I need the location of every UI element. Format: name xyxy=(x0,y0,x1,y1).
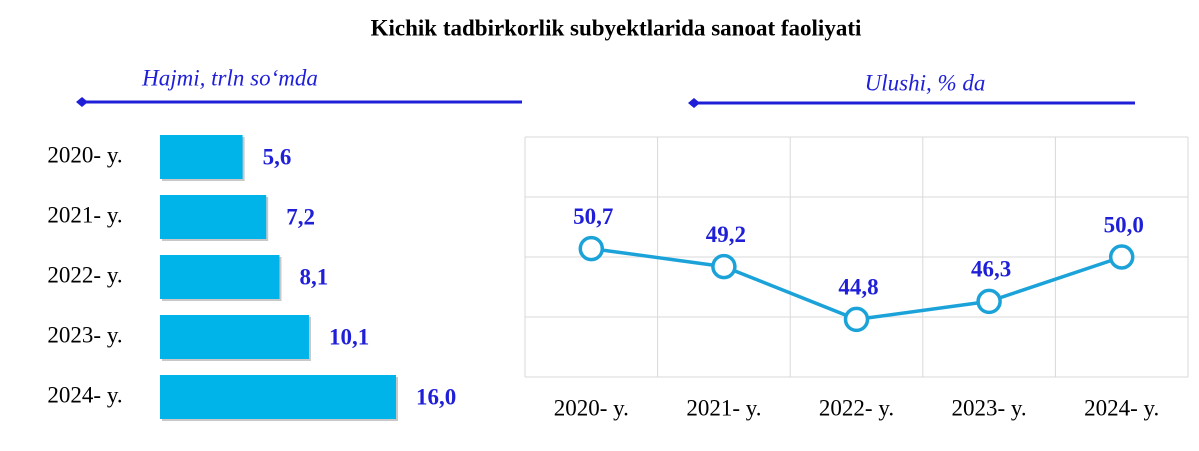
point xyxy=(578,235,605,262)
value-label: 8,1 xyxy=(299,264,328,289)
x-tick-label: 2024- y. xyxy=(1084,395,1159,420)
point xyxy=(711,253,737,280)
subtitle: Hajmi, trln so‘mda xyxy=(141,65,318,90)
value-label: 16,0 xyxy=(416,384,456,409)
value-label: 5,6 xyxy=(263,144,292,169)
subtitle: Ulushi, % da xyxy=(865,70,986,95)
bar xyxy=(160,135,243,179)
value-label: 10,1 xyxy=(329,324,369,349)
y-tick-label: 2024- y. xyxy=(47,382,122,407)
y-tick-label: 2020- y. xyxy=(47,142,122,167)
value-label: 44,8 xyxy=(838,275,878,300)
y-tick-label: 2022- y. xyxy=(47,262,122,287)
subtitle-marker xyxy=(76,97,88,107)
value-label: 46,3 xyxy=(971,257,1011,282)
bar xyxy=(160,255,280,299)
y-tick-label: 2023- y. xyxy=(47,322,122,347)
point xyxy=(976,288,1002,315)
x-tick-label: 2022- y. xyxy=(819,395,894,420)
bar xyxy=(160,195,267,239)
point xyxy=(843,306,870,333)
x-tick-label: 2023- y. xyxy=(952,395,1027,420)
x-tick-label: 2020- y. xyxy=(554,395,629,420)
y-tick-label: 2021- y. xyxy=(47,202,122,227)
bar xyxy=(160,375,396,419)
x-tick-label: 2021- y. xyxy=(686,395,761,420)
chart-title: Kichik tadbirkorlik subyektlarida sanoat… xyxy=(371,15,862,40)
value-label: 50,0 xyxy=(1104,212,1144,237)
subtitle-marker xyxy=(688,98,700,108)
point xyxy=(1108,244,1135,270)
value-label: 7,2 xyxy=(286,204,315,229)
bar xyxy=(160,315,309,359)
value-label: 50,7 xyxy=(573,204,613,229)
value-label: 49,2 xyxy=(706,222,746,247)
